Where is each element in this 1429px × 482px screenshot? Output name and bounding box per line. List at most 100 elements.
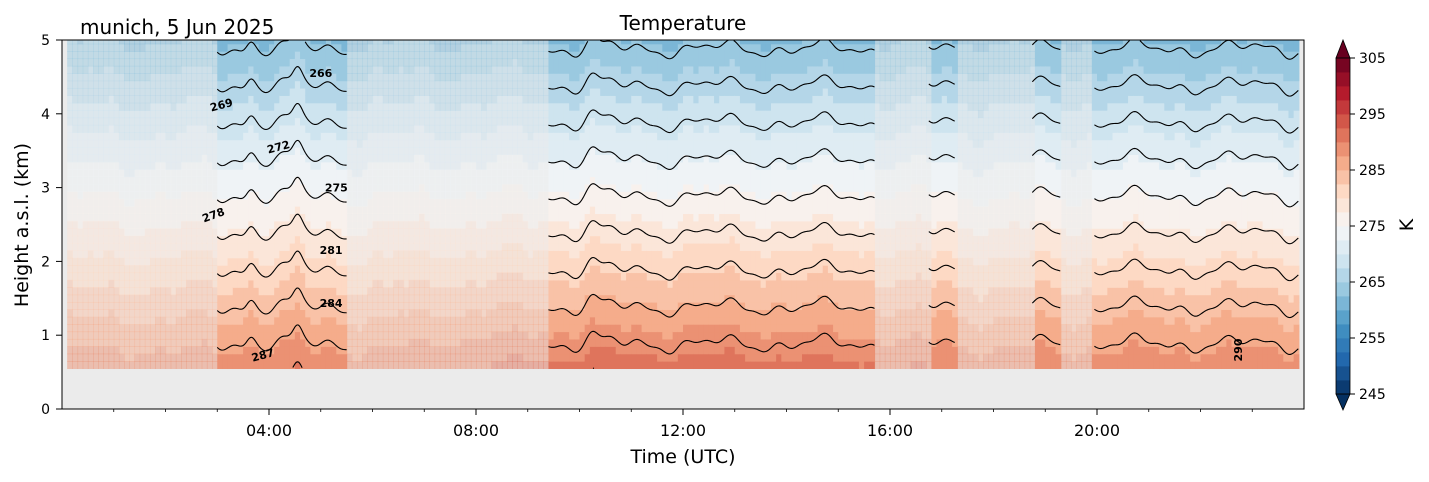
heatmap-cell <box>222 161 229 170</box>
heatmap-cell <box>336 110 343 119</box>
heatmap-cell <box>434 147 441 155</box>
heatmap-cell <box>175 272 182 281</box>
heatmap-cell <box>258 147 265 155</box>
heatmap-cell <box>320 294 327 303</box>
heatmap-cell <box>284 198 291 207</box>
heatmap-cell <box>553 139 560 148</box>
heatmap-cell <box>300 40 306 45</box>
heatmap-cell <box>175 65 182 74</box>
heatmap-cell <box>382 338 389 347</box>
heatmap-cell <box>87 139 94 148</box>
heatmap-cell <box>408 117 415 126</box>
heatmap-cell <box>558 51 565 60</box>
heatmap-cell <box>434 58 441 67</box>
heatmap-cell <box>191 43 198 52</box>
heatmap-cell <box>144 346 151 355</box>
heatmap-cell <box>258 338 265 347</box>
heatmap-cell <box>129 279 136 288</box>
heatmap-cell <box>548 169 555 178</box>
heatmap-cell <box>362 117 368 126</box>
heatmap-cell <box>579 361 586 370</box>
heatmap-cell <box>481 191 487 200</box>
heatmap-cell <box>191 338 198 347</box>
heatmap-cell <box>222 176 229 185</box>
heatmap-cell <box>72 58 79 67</box>
heatmap-cell <box>124 110 130 119</box>
heatmap-cell <box>424 87 431 96</box>
heatmap-cell <box>248 324 255 333</box>
heatmap-cell <box>139 58 146 67</box>
heatmap-cell <box>512 331 518 340</box>
heatmap-cell <box>320 301 327 310</box>
heatmap-cell <box>610 51 617 60</box>
heatmap-cell <box>356 257 363 266</box>
heatmap-cell <box>124 73 130 82</box>
heatmap-cell <box>336 331 343 340</box>
heatmap-cell <box>626 73 632 82</box>
heatmap-cell <box>362 346 368 355</box>
heatmap-cell <box>82 309 89 318</box>
heatmap-cell <box>589 58 596 67</box>
heatmap-cell <box>165 338 172 347</box>
heatmap-cell <box>398 279 405 288</box>
heatmap-cell <box>439 58 446 67</box>
heatmap-cell <box>532 287 539 296</box>
heatmap-cell <box>118 206 125 215</box>
heatmap-cell <box>346 161 353 170</box>
heatmap-cell <box>595 73 601 82</box>
heatmap-cell <box>610 87 617 96</box>
heatmap-cell <box>419 220 425 229</box>
heatmap-cell <box>258 346 265 355</box>
heatmap-cell <box>82 235 89 244</box>
heatmap-cell <box>165 139 172 148</box>
heatmap-cell <box>331 242 337 251</box>
heatmap-cell <box>527 346 534 355</box>
heatmap-cell <box>419 242 425 251</box>
heatmap-cell <box>636 80 643 89</box>
heatmap-cell <box>444 161 451 170</box>
heatmap-cell <box>222 316 229 325</box>
heatmap-cell <box>113 102 120 111</box>
heatmap-cell <box>310 147 317 155</box>
heatmap-cell <box>165 206 172 215</box>
heatmap-cell <box>284 346 291 355</box>
heatmap-cell <box>362 294 368 303</box>
heatmap-cell <box>408 87 415 96</box>
heatmap-cell <box>501 117 508 126</box>
heatmap-cell <box>191 65 198 74</box>
heatmap-cell <box>134 117 141 126</box>
heatmap-cell <box>300 132 306 141</box>
heatmap-cell <box>108 169 115 178</box>
heatmap-cell <box>507 324 513 333</box>
heatmap-cell <box>362 110 368 119</box>
heatmap-cell <box>237 183 244 192</box>
heatmap-cell <box>294 279 301 288</box>
heatmap-cell <box>77 198 84 207</box>
heatmap-cell <box>563 272 570 281</box>
heatmap-cell <box>522 346 529 355</box>
heatmap-cell <box>403 316 410 325</box>
heatmap-cell <box>191 242 198 251</box>
heatmap-cell <box>393 213 399 222</box>
heatmap-cell <box>558 176 565 185</box>
heatmap-cell <box>284 316 291 325</box>
heatmap-cell <box>558 353 565 362</box>
heatmap-cell <box>325 117 332 126</box>
heatmap-cell <box>589 161 596 170</box>
heatmap-cell <box>315 206 322 215</box>
heatmap-cell <box>377 40 384 45</box>
heatmap-cell <box>320 80 327 89</box>
heatmap-cell <box>248 110 255 119</box>
heatmap-cell <box>615 331 622 340</box>
heatmap-cell <box>636 198 643 207</box>
heatmap-cell <box>517 147 524 155</box>
heatmap-cell <box>600 117 606 126</box>
heatmap-cell <box>408 176 415 185</box>
heatmap-cell <box>72 169 79 178</box>
heatmap-cell <box>72 161 79 170</box>
heatmap-cell <box>186 331 192 340</box>
heatmap-cell <box>77 353 84 362</box>
heatmap-cell <box>206 161 213 170</box>
heatmap-cell <box>305 110 311 119</box>
heatmap-cell <box>615 80 622 89</box>
